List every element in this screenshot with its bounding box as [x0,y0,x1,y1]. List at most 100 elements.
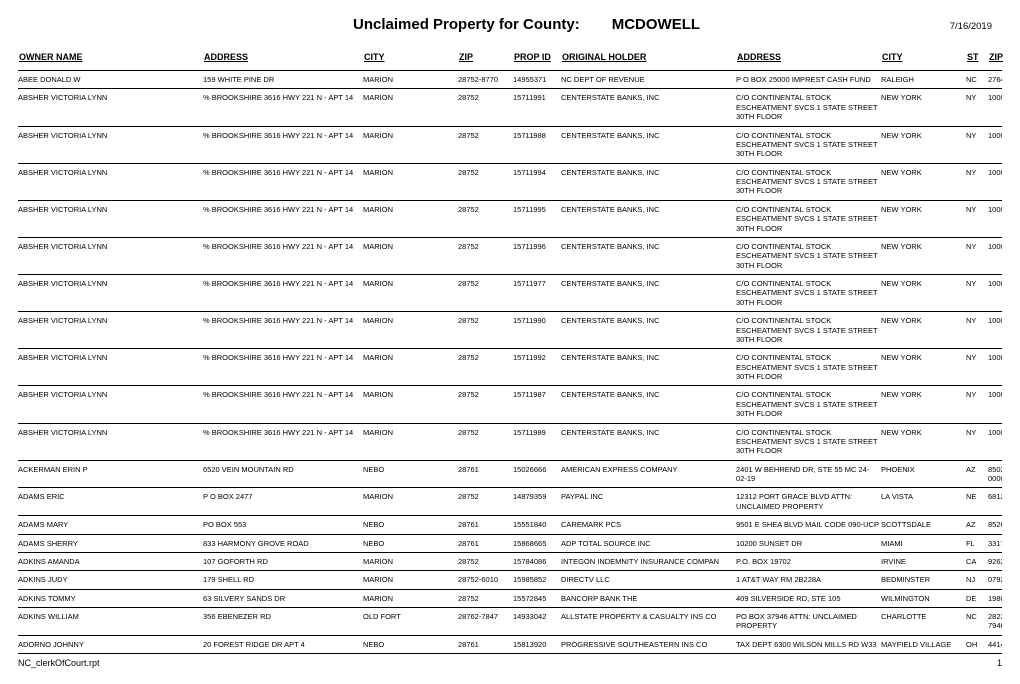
cell-zip2: 10004 [988,163,1002,200]
cell-prop: 15711990 [513,312,561,349]
cell-st: NC [966,71,988,89]
cell-zip2: 07921 [988,571,1002,589]
cell-prop: 15572845 [513,589,561,607]
cell-addr1: % BROOKSHIRE 3616 HWY 221 N - APT 14 [203,163,363,200]
cell-prop: 15711991 [513,89,561,126]
table-row: ABSHER VICTORIA LYNN% BROOKSHIRE 3616 HW… [18,386,1002,423]
cell-holder: CENTERSTATE BANKS, INC [561,237,736,274]
cell-city1: MARION [363,275,458,312]
cell-city2: NEW YORK [881,126,966,163]
cell-city2: NEW YORK [881,423,966,460]
cell-city2: IRVINE [881,552,966,570]
cell-owner: ABSHER VICTORIA LYNN [18,126,203,163]
cell-holder: CENTERSTATE BANKS, INC [561,312,736,349]
cell-city2: PHOENIX [881,460,966,488]
cell-st: OH [966,635,988,653]
cell-zip1: 28752 [458,423,513,460]
cell-city1: MARION [363,89,458,126]
cell-zip2: 10004 [988,349,1002,386]
cell-city2: MAYFIELD VILLAGE [881,635,966,653]
cell-zip1: 28752 [458,163,513,200]
cell-holder: PAYPAL INC [561,488,736,516]
cell-st: NJ [966,571,988,589]
cell-city1: MARION [363,237,458,274]
cell-city2: BEDMINSTER [881,571,966,589]
cell-holder: ADP TOTAL SOURCE INC [561,534,736,552]
cell-zip1: 28761 [458,534,513,552]
cell-city1: NEBO [363,534,458,552]
cell-st: CA [966,552,988,570]
cell-prop: 15711977 [513,275,561,312]
table-row: ABEE DONALD W159 WHITE PINE DRMARION2875… [18,71,1002,89]
cell-owner: ADORNO JOHNNY [18,635,203,653]
cell-addr1: % BROOKSHIRE 3616 HWY 221 N - APT 14 [203,275,363,312]
table-row: ABSHER VICTORIA LYNN% BROOKSHIRE 3616 HW… [18,312,1002,349]
cell-holder: CENTERSTATE BANKS, INC [561,349,736,386]
cell-addr1: % BROOKSHIRE 3616 HWY 221 N - APT 14 [203,312,363,349]
cell-zip1: 28761 [458,516,513,534]
column-header-row: OWNER NAME ADDRESS CITY ZIP PROP ID ORIG… [18,51,1002,71]
table-row: ABSHER VICTORIA LYNN% BROOKSHIRE 3616 HW… [18,349,1002,386]
cell-owner: ADKINS TOMMY [18,589,203,607]
cell-city2: NEW YORK [881,200,966,237]
cell-st: NY [966,312,988,349]
cell-holder: ALLSTATE PROPERTY & CASUALTY INS CO [561,608,736,636]
cell-addr1: 179 SHELL RD [203,571,363,589]
cell-zip1: 28752 [458,89,513,126]
cell-addr1: % BROOKSHIRE 3616 HWY 221 N - APT 14 [203,200,363,237]
cell-zip1: 28752 [458,275,513,312]
cell-st: NY [966,163,988,200]
cell-prop: 15711989 [513,423,561,460]
cell-zip1: 28752 [458,386,513,423]
cell-holder: PROGRESSIVE SOUTHEASTERN INS CO [561,635,736,653]
cell-city1: MARION [363,571,458,589]
cell-addr1: 20 FOREST RIDGE DR APT 4 [203,635,363,653]
cell-city2: MIAMI [881,534,966,552]
cell-st: NY [966,200,988,237]
cell-zip1: 28752-6010 [458,571,513,589]
table-row: ABSHER VICTORIA LYNN% BROOKSHIRE 3616 HW… [18,89,1002,126]
cell-city1: MARION [363,589,458,607]
cell-addr2: C/O CONTINENTAL STOCK ESCHEATMENT SVCS 1… [736,89,881,126]
cell-addr1: 107 GOFORTH RD [203,552,363,570]
cell-prop: 15711994 [513,163,561,200]
cell-city2: NEW YORK [881,275,966,312]
cell-st: NY [966,349,988,386]
cell-zip2: 10004 [988,423,1002,460]
cell-prop: 15711987 [513,386,561,423]
cell-st: NY [966,275,988,312]
cell-addr2: PO BOX 37946 ATTN: UNCLAIMED PROPERTY [736,608,881,636]
cell-zip2: 10004 [988,275,1002,312]
cell-addr2: P O BOX 25000 IMPREST CASH FUND [736,71,881,89]
cell-holder: AMERICAN EXPRESS COMPANY [561,460,736,488]
cell-zip2: 10004 [988,89,1002,126]
cell-st: AZ [966,460,988,488]
cell-holder: CENTERSTATE BANKS, INC [561,126,736,163]
cell-zip2: 28237-7946 [988,608,1002,636]
cell-owner: ADAMS MARY [18,516,203,534]
cell-zip1: 28752 [458,126,513,163]
cell-st: NC [966,608,988,636]
cell-st: AZ [966,516,988,534]
table-row: ABSHER VICTORIA LYNN% BROOKSHIRE 3616 HW… [18,237,1002,274]
cell-holder: CAREMARK PCS [561,516,736,534]
cell-addr1: % BROOKSHIRE 3616 HWY 221 N - APT 14 [203,237,363,274]
cell-addr1: P O BOX 2477 [203,488,363,516]
cell-zip2: 10004 [988,237,1002,274]
cell-city2: NEW YORK [881,237,966,274]
cell-addr2: 12312 PORT GRACE BLVD ATTN: UNCLAIMED PR… [736,488,881,516]
cell-addr1: % BROOKSHIRE 3616 HWY 221 N - APT 14 [203,89,363,126]
cell-addr2: C/O CONTINENTAL STOCK ESCHEATMENT SVCS 1… [736,275,881,312]
table-row: ADKINS JUDY179 SHELL RDMARION28752-60101… [18,571,1002,589]
cell-addr1: 6520 VEIN MOUNTAIN RD [203,460,363,488]
col-propid: PROP ID [513,51,561,71]
cell-addr2: 409 SILVERSIDE RD, STE 105 [736,589,881,607]
county-name: MCDOWELL [612,16,700,33]
cell-addr2: C/O CONTINENTAL STOCK ESCHEATMENT SVCS 1… [736,312,881,349]
cell-holder: CENTERSTATE BANKS, INC [561,423,736,460]
cell-zip1: 28752 [458,589,513,607]
col-zip1: ZIP [458,51,513,71]
cell-owner: ADKINS WILLIAM [18,608,203,636]
cell-addr1: PO BOX 553 [203,516,363,534]
cell-st: NY [966,89,988,126]
